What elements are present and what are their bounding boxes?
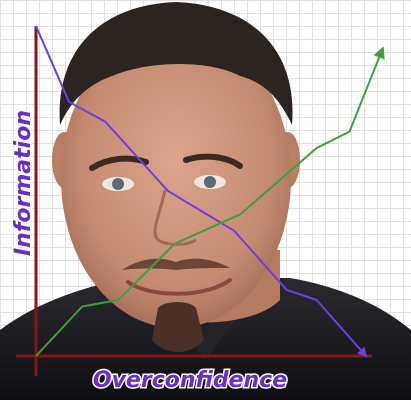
series-line-overconfidence <box>36 49 383 356</box>
x-axis-label: Overconfidence <box>93 368 287 393</box>
y-axis-label: Information <box>11 110 36 256</box>
